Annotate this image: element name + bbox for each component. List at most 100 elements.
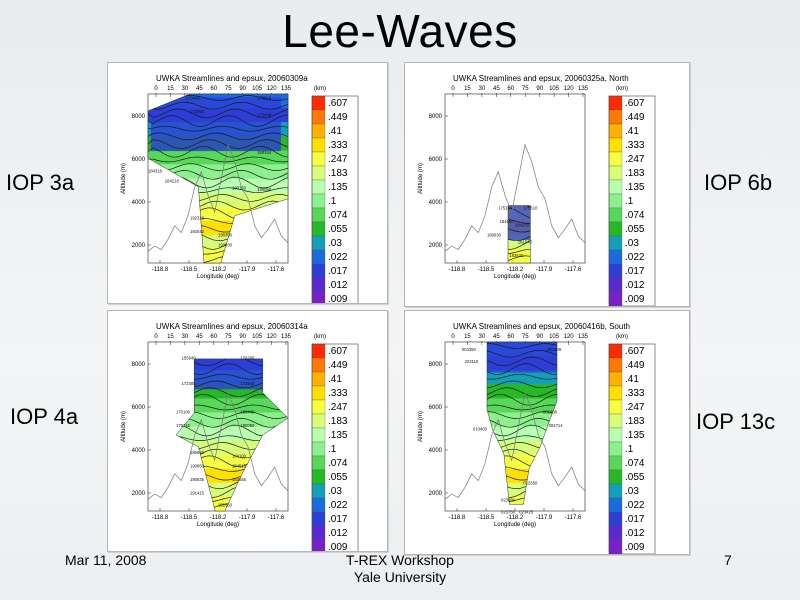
altitude-tick-label: 4000 [429,448,443,454]
legend-swatch [311,263,326,279]
streamline [487,424,557,437]
km-unit: (km) [314,334,326,340]
epsux-band [148,248,288,263]
flight-time-label: 190850 [190,464,205,469]
streamline [148,101,288,110]
longitude-tick-label: -118.2 [507,267,524,273]
streamline [445,126,585,131]
streamline [445,116,585,127]
legend-value: .247 [328,402,348,413]
legend-value: .1 [625,444,634,455]
longitude-axis-label: Longitude (deg) [494,522,536,528]
terrain-line [147,391,289,500]
flight-time-label: 155640 [182,356,197,361]
streamline [148,145,288,158]
epsux-band [176,468,288,484]
legend-swatch [608,455,623,471]
epsux-field [445,96,585,263]
legend-swatch [311,137,326,153]
legend-value: .135 [328,182,348,193]
legend-swatch [608,207,623,223]
km-tick-label: 15 [464,334,471,340]
legend-swatch [608,539,623,555]
streamline [487,435,557,442]
figure-panel-iop6b: UWKA Streamlines and epsux, 20060325a, N… [404,62,690,307]
legend-swatch [608,357,623,373]
legend-swatch [608,343,623,359]
km-tick-label: 15 [167,86,174,92]
legend-swatch [311,399,326,415]
legend-swatch [311,109,326,125]
epsux-zone [150,97,281,152]
slide-title: Lee-Waves [282,5,518,57]
legend-swatch [311,291,326,307]
longitude-tick-label: -118.2 [210,515,227,521]
legend-value: .449 [625,360,645,371]
km-tick-label: 0 [154,86,158,92]
legend-value: .012 [625,528,645,539]
km-tick-label: 15 [167,334,174,340]
km-tick-label: 60 [210,86,217,92]
km-tick-label: 60 [507,86,514,92]
streamline [487,472,557,481]
epsux-band [445,150,585,165]
footer-event-line2: Yale University [353,569,447,585]
flight-time-label: 180150 [232,185,247,190]
epsux-band [487,398,557,414]
flight-time-label: 173440 [240,381,255,386]
legend-value: .247 [328,154,348,165]
figure-plot: 0 15 30 45 60 75 90 105 120 135 (km) 8000 6000 4000 20… [121,86,359,307]
km-tick-label: 45 [493,334,500,340]
streamline [487,349,557,358]
legend-swatch [608,511,623,527]
altitude-tick-label: 4000 [132,448,146,454]
longitude-axis-label: Longitude (deg) [197,522,239,528]
longitude-tick-label: -118.8 [449,267,466,273]
figure-title: UWKA Streamlines and epsux, 20060325a, N… [453,74,629,83]
legend-value: .247 [625,154,645,165]
iop-label-13c: IOP 13c [696,409,776,434]
km-unit: (km) [616,334,628,340]
legend-value: .074 [625,458,645,469]
km-tick-label: 45 [493,86,500,92]
km-tick-label: 75 [225,86,232,92]
legend-swatch [608,291,623,307]
legend-swatch [311,427,326,443]
streamline [445,96,585,101]
km-unit: (km) [616,86,628,92]
km-unit: (km) [314,86,326,92]
legend-swatch [311,483,326,499]
legend-swatch [608,441,623,457]
streamline [445,177,585,188]
legend-swatch [311,539,326,555]
streamline [148,350,288,357]
km-tick-label: 0 [451,86,455,92]
epsux-band [487,454,557,470]
legend-value: .022 [328,500,348,511]
legend-value: .009 [328,542,348,551]
altitude-tick-label: 8000 [429,362,443,368]
legend-value: .183 [625,416,645,427]
streamline [445,140,585,149]
flight-time-label: 175510 [523,206,538,211]
epsux-band [176,412,288,428]
streamline [487,404,557,411]
legend-value: .449 [328,112,348,123]
longitude-tick-label: -117.9 [239,267,256,273]
data-outline [147,93,289,264]
streamline [487,393,557,406]
legend-swatch [311,221,326,237]
altitude-tick-label: 2000 [132,243,146,249]
legend-value: .022 [625,252,645,263]
km-tick-label: 90 [239,334,246,340]
legend-value: .009 [625,542,645,553]
legend-value: .055 [328,224,348,235]
km-tick-label: 90 [536,86,543,92]
streamline [176,393,288,406]
km-tick-label: 60 [507,334,514,340]
flight-time-label: 175715 [176,423,191,428]
streamline [508,218,531,224]
iop-label-4a: IOP 4a [10,404,79,429]
legend-value: .449 [328,360,348,371]
flight-time-label: 001408 [547,347,562,352]
